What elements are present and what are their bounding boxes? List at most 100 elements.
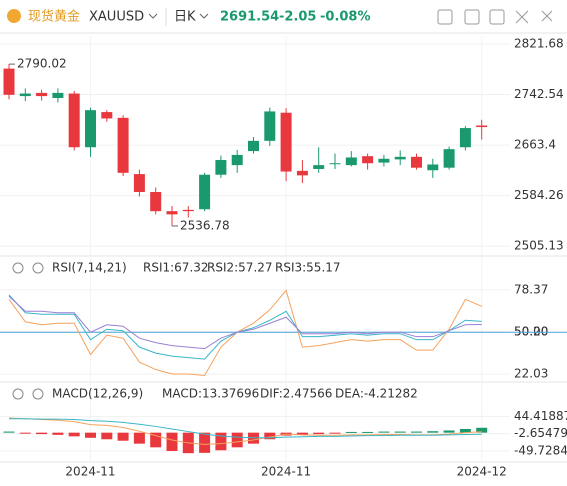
macd-bar <box>459 429 471 433</box>
line <box>8 417 482 445</box>
line <box>8 294 482 360</box>
y-tick-label: -2.65479 <box>514 426 567 440</box>
candle-body <box>19 93 31 97</box>
eye-icon[interactable] <box>12 262 24 274</box>
candle-body <box>3 68 15 95</box>
tool-draw[interactable] <box>437 9 453 25</box>
candle-body <box>345 157 357 166</box>
y-tick-label: 50.20 <box>514 324 548 338</box>
candle-body <box>443 149 455 168</box>
price: 2691.54 <box>220 10 279 25</box>
legend-entry: DIF:2.47566 <box>260 387 332 401</box>
candle-body <box>248 140 259 152</box>
y-tick-label: -49.72845 <box>514 443 567 457</box>
x-tick-label: 2024-12 <box>457 465 507 479</box>
macd-bar <box>215 432 227 451</box>
x-tick-label: 2024-11 <box>65 465 115 479</box>
macd-bar <box>264 432 276 440</box>
candle-body <box>459 128 471 148</box>
legend-entry: RSI1:67.32 <box>143 261 209 275</box>
macd-bar <box>345 431 357 433</box>
line <box>8 289 482 377</box>
tool-candle[interactable] <box>489 9 505 25</box>
candle-body <box>117 117 129 173</box>
line <box>9 418 482 439</box>
low-annotation: 2536.78 <box>180 219 230 233</box>
candle-body <box>150 191 162 212</box>
candle-body <box>296 170 308 176</box>
y-tick-label: 22.03 <box>514 366 548 380</box>
legend-entry: RSI3:55.17 <box>275 261 341 275</box>
candle-body <box>329 163 341 165</box>
macd-bar <box>394 431 406 433</box>
macd-bar <box>36 432 48 435</box>
y-tick-label: 2584.26 <box>514 188 564 202</box>
macd-bar <box>68 432 80 437</box>
toolbar[interactable] <box>437 9 553 25</box>
candle-body <box>264 111 276 141</box>
macd-bar <box>3 431 15 433</box>
macd-bar <box>476 427 488 433</box>
change: -2.05 <box>279 10 316 25</box>
candle-body <box>313 165 325 169</box>
macd-bar <box>150 432 162 448</box>
candle-body <box>36 92 48 97</box>
legend-entry: RSI2:57.27 <box>207 261 273 275</box>
dropdown[interactable] <box>199 13 209 19</box>
eye-icon[interactable] <box>12 388 24 400</box>
candle-body <box>411 156 422 168</box>
candle-body <box>85 110 96 148</box>
tool-indicator[interactable] <box>464 9 480 25</box>
candle-body <box>394 156 406 160</box>
y-tick-label: 2742.54 <box>514 87 564 101</box>
y-tick-label: 2663.4 <box>514 138 556 152</box>
macd-bar <box>85 432 96 438</box>
candle-body <box>133 174 145 192</box>
legend-entry: MACD:13.37696 <box>162 387 259 401</box>
macd-bar <box>133 432 145 444</box>
tool-settings[interactable] <box>541 10 553 22</box>
candle-body <box>199 174 211 210</box>
macd-bar <box>296 432 308 435</box>
y-tick-label: 2505.13 <box>514 239 564 253</box>
candle-body <box>362 156 374 164</box>
macd-bar <box>101 432 113 440</box>
macd-bar <box>313 432 325 435</box>
dropdown[interactable] <box>148 13 158 19</box>
candle-body <box>476 125 488 128</box>
y-tick-label: 78.37 <box>514 282 548 296</box>
line <box>8 295 482 350</box>
candle-body <box>231 154 243 166</box>
macd-bar <box>427 431 439 433</box>
macd-bar <box>443 430 455 433</box>
gear-icon[interactable] <box>32 262 44 274</box>
high-annotation: 2790.02 <box>17 57 67 71</box>
candle-body <box>101 112 113 119</box>
name: 现货黄金 <box>28 9 80 25</box>
macd-bar <box>231 432 243 448</box>
y-tick-label: 44.41887 <box>514 409 567 423</box>
candle-body <box>378 158 390 163</box>
logo <box>7 9 21 23</box>
candle-body <box>52 92 64 99</box>
indicator-title: RSI(7,14,21) <box>52 261 127 275</box>
candle-body <box>166 211 178 215</box>
candle-body <box>215 160 227 175</box>
macd-bar <box>329 432 341 434</box>
change-pct: -0.08% <box>320 10 371 25</box>
macd-bar <box>378 431 390 433</box>
legend-entry: DEA:-4.21282 <box>335 387 418 401</box>
candle-body <box>280 112 292 172</box>
gear-icon[interactable] <box>32 388 44 400</box>
tool-fullscreen[interactable] <box>515 10 529 24</box>
macd-bar <box>52 432 64 435</box>
macd-bar <box>117 432 129 441</box>
y-tick-label: 2821.68 <box>514 36 564 50</box>
macd-bar <box>166 432 178 451</box>
macd-bar <box>411 431 422 433</box>
indicator-title: MACD(12,26,9) <box>52 387 143 401</box>
symbol[interactable]: XAUUSD <box>89 10 144 25</box>
period[interactable]: 日K <box>174 10 196 25</box>
